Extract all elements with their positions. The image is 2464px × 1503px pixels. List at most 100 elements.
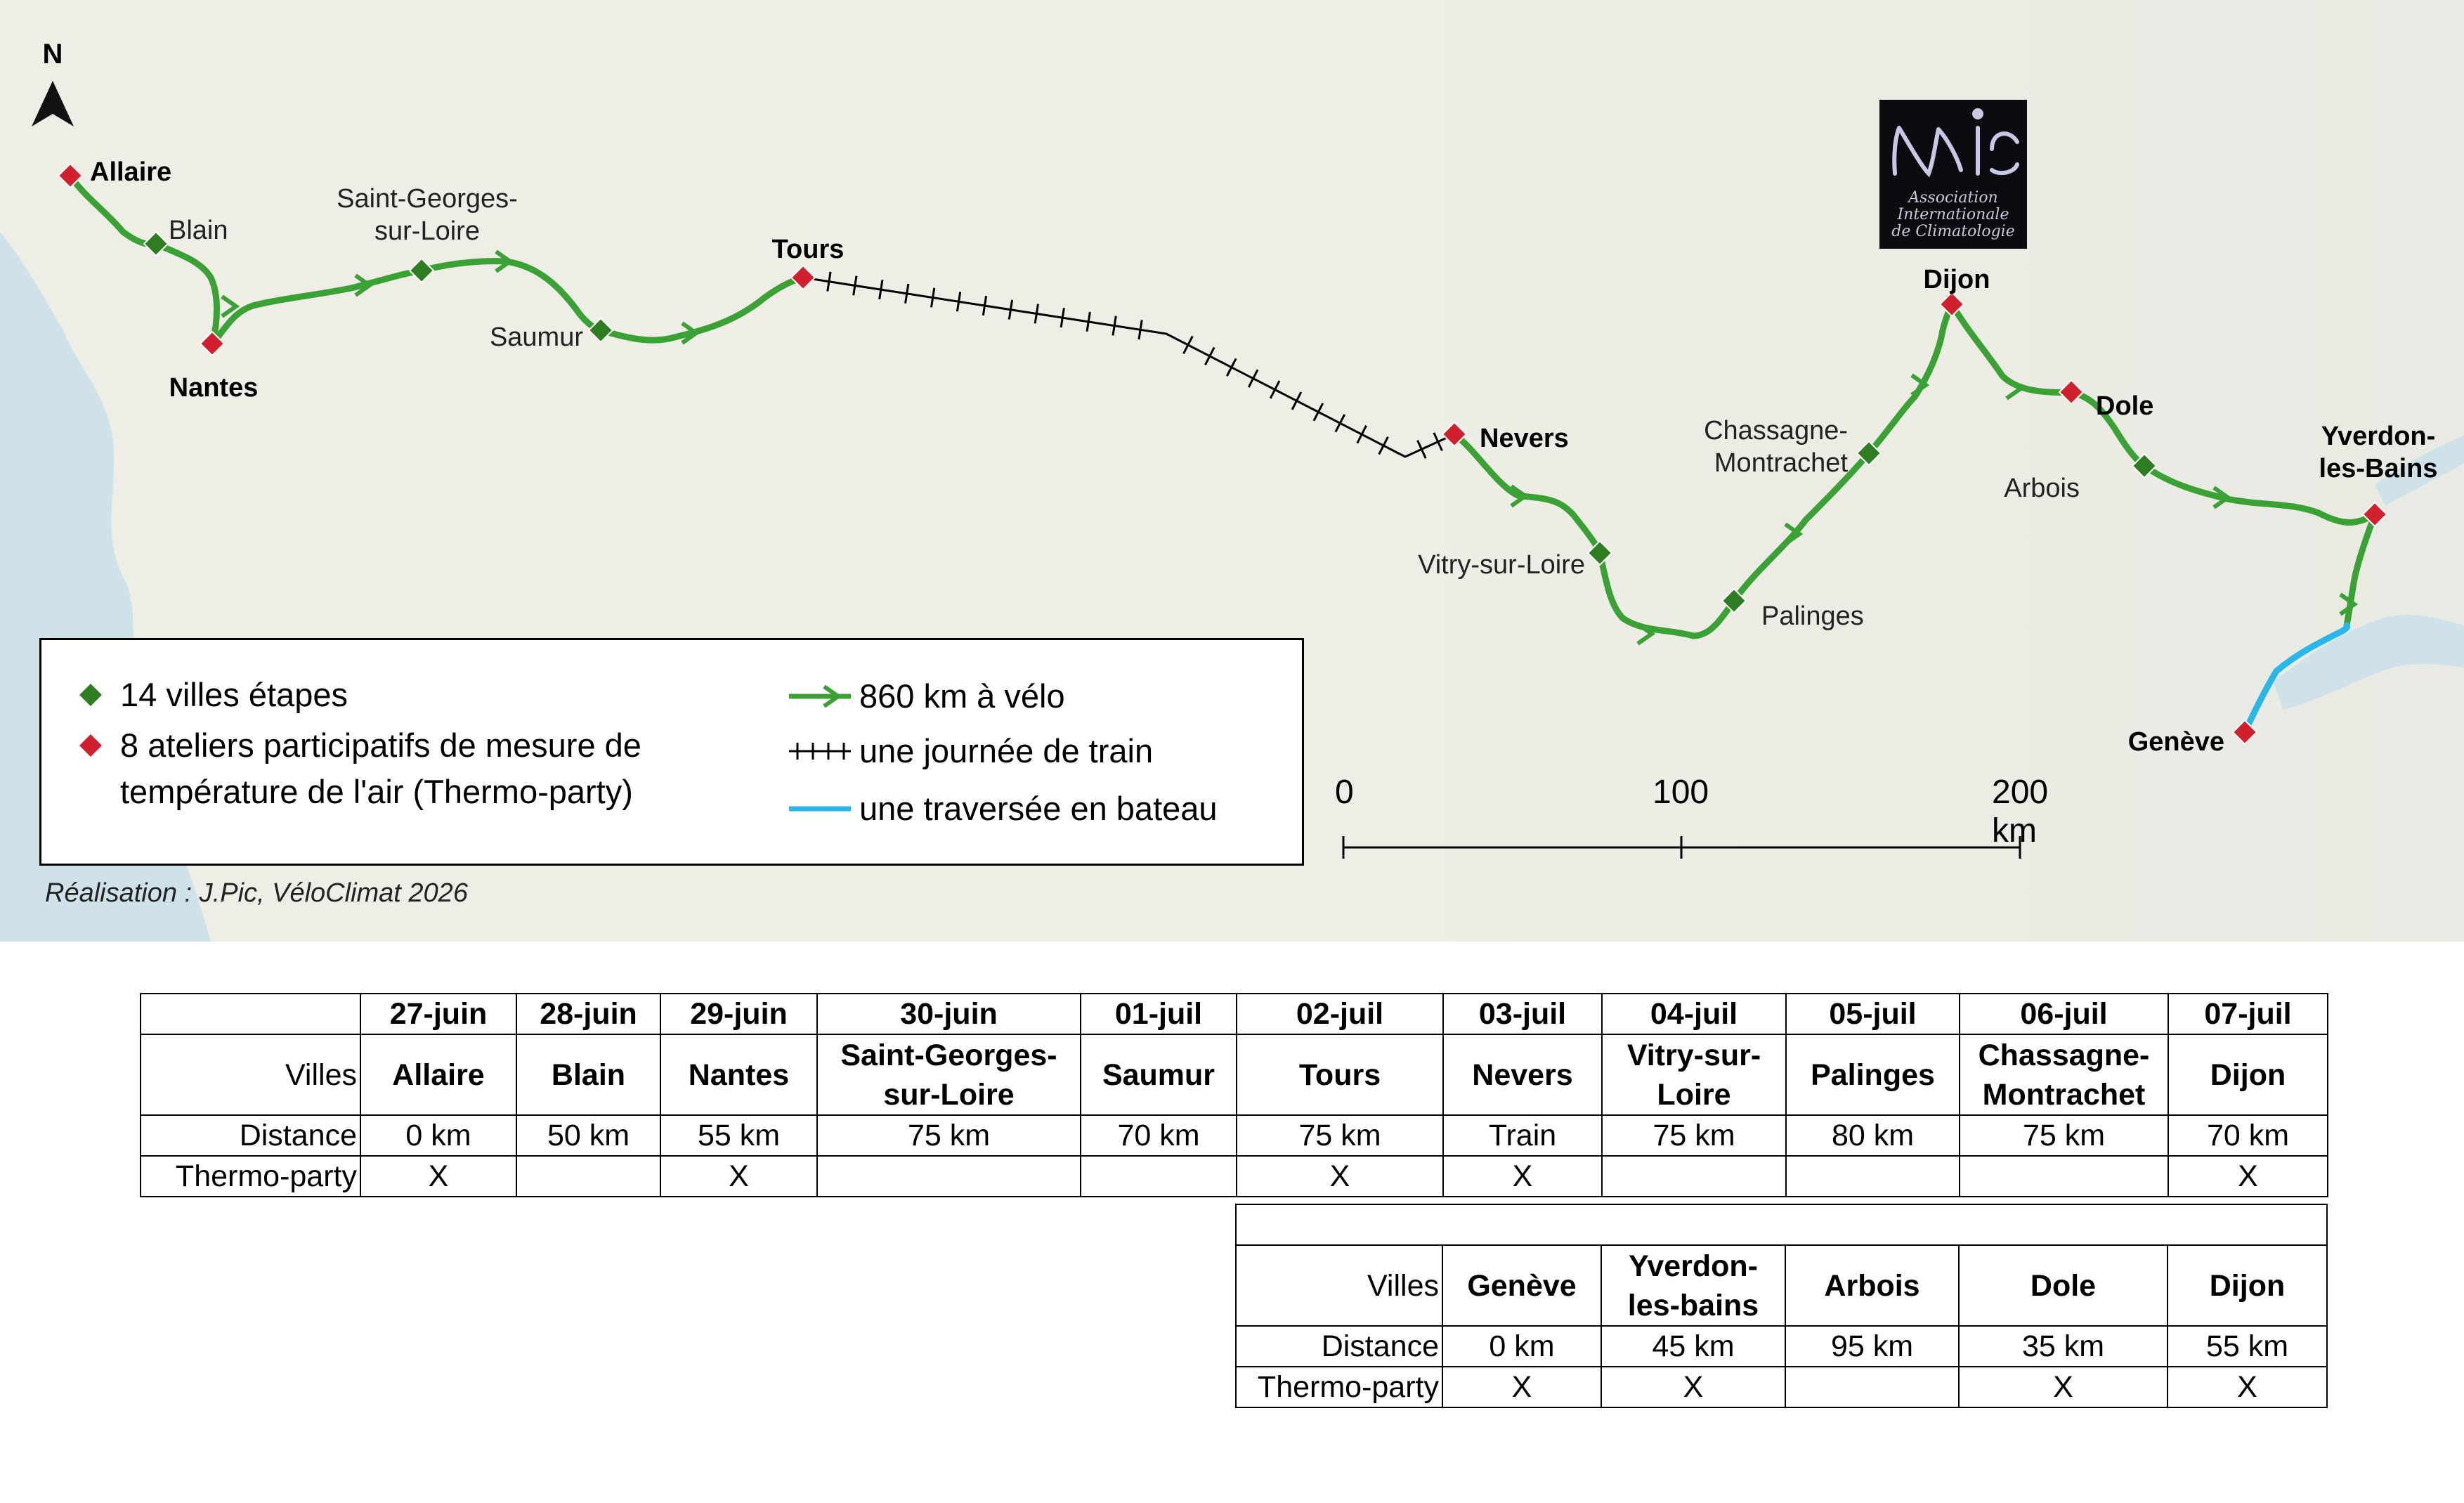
table1-dates-cell: 07-juil [2168, 993, 2328, 1035]
table1-villes-cell: Saint-Georges- sur-Loire [816, 1034, 1081, 1116]
scale-line [1342, 836, 2021, 859]
etape-marker-icon [587, 317, 614, 344]
table1-thermo-cell [1785, 1155, 1960, 1197]
table1-villes-cell: Palinges [1785, 1034, 1960, 1116]
table1-thermo-cell [816, 1155, 1081, 1197]
north-label: N [43, 39, 63, 70]
train-tick [1060, 308, 1065, 328]
legend-bike-label: 860 km à vélo [859, 677, 1065, 715]
table1-villes-cell: Nevers [1442, 1034, 1603, 1116]
table2-distances-cell: 35 km [1958, 1325, 2168, 1367]
aic-logo-mark-icon [1892, 108, 2019, 178]
table1-distances-cell: Train [1442, 1114, 1603, 1157]
train-tick [982, 295, 988, 316]
table2-thermo-cell: X [1442, 1366, 1602, 1408]
etape-marker-icon [1721, 587, 1747, 614]
city-label: Dole [2096, 391, 2153, 421]
bike-route-icon [789, 684, 851, 708]
table1-villes-cell: Allaire [360, 1034, 517, 1116]
table2-villes-cell: Arbois [1785, 1244, 1960, 1327]
table2-thermo-cell: X [1601, 1366, 1786, 1408]
city-label: Blain [169, 216, 228, 245]
table1-thermo-cell [1080, 1155, 1237, 1197]
table1-distances-cell: 75 km [1601, 1114, 1787, 1157]
scale-label-100: 100 [1653, 774, 1709, 811]
train-route-icon [789, 743, 851, 760]
boat-route [2241, 622, 2351, 736]
etape-marker-icon [408, 257, 435, 284]
table2-distance-label: Distance [1235, 1325, 1443, 1367]
route-direction-arrow-icon [1510, 484, 1530, 508]
atelier-marker-icon [57, 162, 84, 189]
table2-thermo-cell: X [1958, 1366, 2168, 1408]
city-label: Palinges [1761, 601, 1864, 631]
table1-distances-cell: 70 km [2168, 1114, 2328, 1157]
table2-villes-row: Villes Genève Yverdon- les-bains Arbois Dol… [1235, 1244, 2328, 1327]
table2-villes-label: Villes [1235, 1244, 1443, 1327]
train-tick [1034, 304, 1039, 324]
table1-distances-cell: 75 km [816, 1114, 1081, 1157]
train-tick [1204, 346, 1215, 365]
route-direction-arrow-icon [2005, 377, 2025, 401]
table1-villes-cell: Chassagne- Montrachet [1959, 1034, 2169, 1116]
table1-distances-cell: 75 km [1959, 1114, 2169, 1157]
table1-villes-cell: Tours [1236, 1034, 1444, 1116]
city-label: Dijon [1924, 265, 1990, 294]
table2-distances-cell: 55 km [2167, 1325, 2328, 1367]
route-direction-arrow-icon [1784, 522, 1804, 546]
train-tick [904, 283, 910, 304]
city-label: Tours [772, 235, 845, 264]
city-label: Saint-Georges-sur-Loire [337, 184, 518, 246]
train-tick [1138, 320, 1143, 340]
table1-thermo-cell: X [1442, 1155, 1603, 1197]
table1-dates-cell: 29-juin [660, 993, 818, 1035]
train-tick [930, 287, 936, 308]
train-tick [878, 280, 884, 300]
table1-villes-cell: Nantes [660, 1034, 818, 1116]
train-tick [1182, 335, 1194, 355]
train-tick [1008, 299, 1014, 320]
aic-logo: Association Internationale de Climatolog… [1879, 100, 2027, 249]
table2-distances-cell: 95 km [1785, 1325, 1960, 1367]
table2-thermo-label: Thermo-party [1235, 1366, 1443, 1408]
table2-villes-cell: Yverdon- les-bains [1601, 1244, 1786, 1327]
table2-spacer-row [1235, 1204, 2328, 1246]
credit-text: Réalisation : J.Pic, VéloClimat 2026 [45, 878, 468, 908]
table1-villes-cell: Dijon [2168, 1034, 2328, 1116]
table1-distances-cell: 70 km [1080, 1114, 1237, 1157]
lake-geneva [2273, 614, 2464, 710]
city-label: Nantes [169, 373, 259, 403]
train-tick [1247, 369, 1259, 388]
train-tick [1112, 315, 1117, 336]
table1-thermo-cell: X [360, 1155, 517, 1197]
route-direction-arrow-icon [1636, 622, 1656, 646]
scale-bar: 0 100 200 km [1335, 773, 2052, 864]
city-markers [57, 162, 2388, 746]
etape-marker-icon [1586, 540, 1613, 566]
north-arrow-icon: N [32, 39, 74, 126]
route-direction-arrow-icon [495, 249, 514, 273]
table1-thermo-cell [516, 1155, 661, 1197]
city-label: Chassagne-Montrachet [1704, 416, 1848, 478]
legend-ateliers-label: 8 ateliers participatifs de mesure de te… [120, 727, 641, 810]
route-direction-arrow-icon [1910, 373, 1930, 397]
green-diamond-icon [79, 684, 102, 706]
table1-distances-cell: 75 km [1236, 1114, 1444, 1157]
city-label: Nevers [1480, 424, 1569, 453]
lake-neuchatel [2375, 436, 2464, 506]
legend-item-etapes: 14 villes étapes [70, 672, 348, 718]
bike-route-segment [1451, 301, 1955, 639]
city-labels: Allaire Blain Nantes Saint-Georges-sur-Loir… [90, 157, 2437, 757]
train-tick [1378, 436, 1389, 455]
table1-thermo-label: Thermo-party [140, 1155, 361, 1197]
table1-villes-cell: Blain [516, 1034, 661, 1116]
logo-line-1: Association [1908, 189, 1998, 207]
atelier-marker-icon [199, 330, 226, 357]
table1-distances-cell: 55 km [660, 1114, 818, 1157]
schedule-table-2: Villes Genève Yverdon- les-bains Arbois Dol… [1235, 1204, 2328, 1408]
table2-villes-cell: Dijon [2167, 1244, 2328, 1327]
table1-villes-cell: Saumur [1080, 1034, 1237, 1116]
table1-thermo-cell: X [2168, 1155, 2328, 1197]
